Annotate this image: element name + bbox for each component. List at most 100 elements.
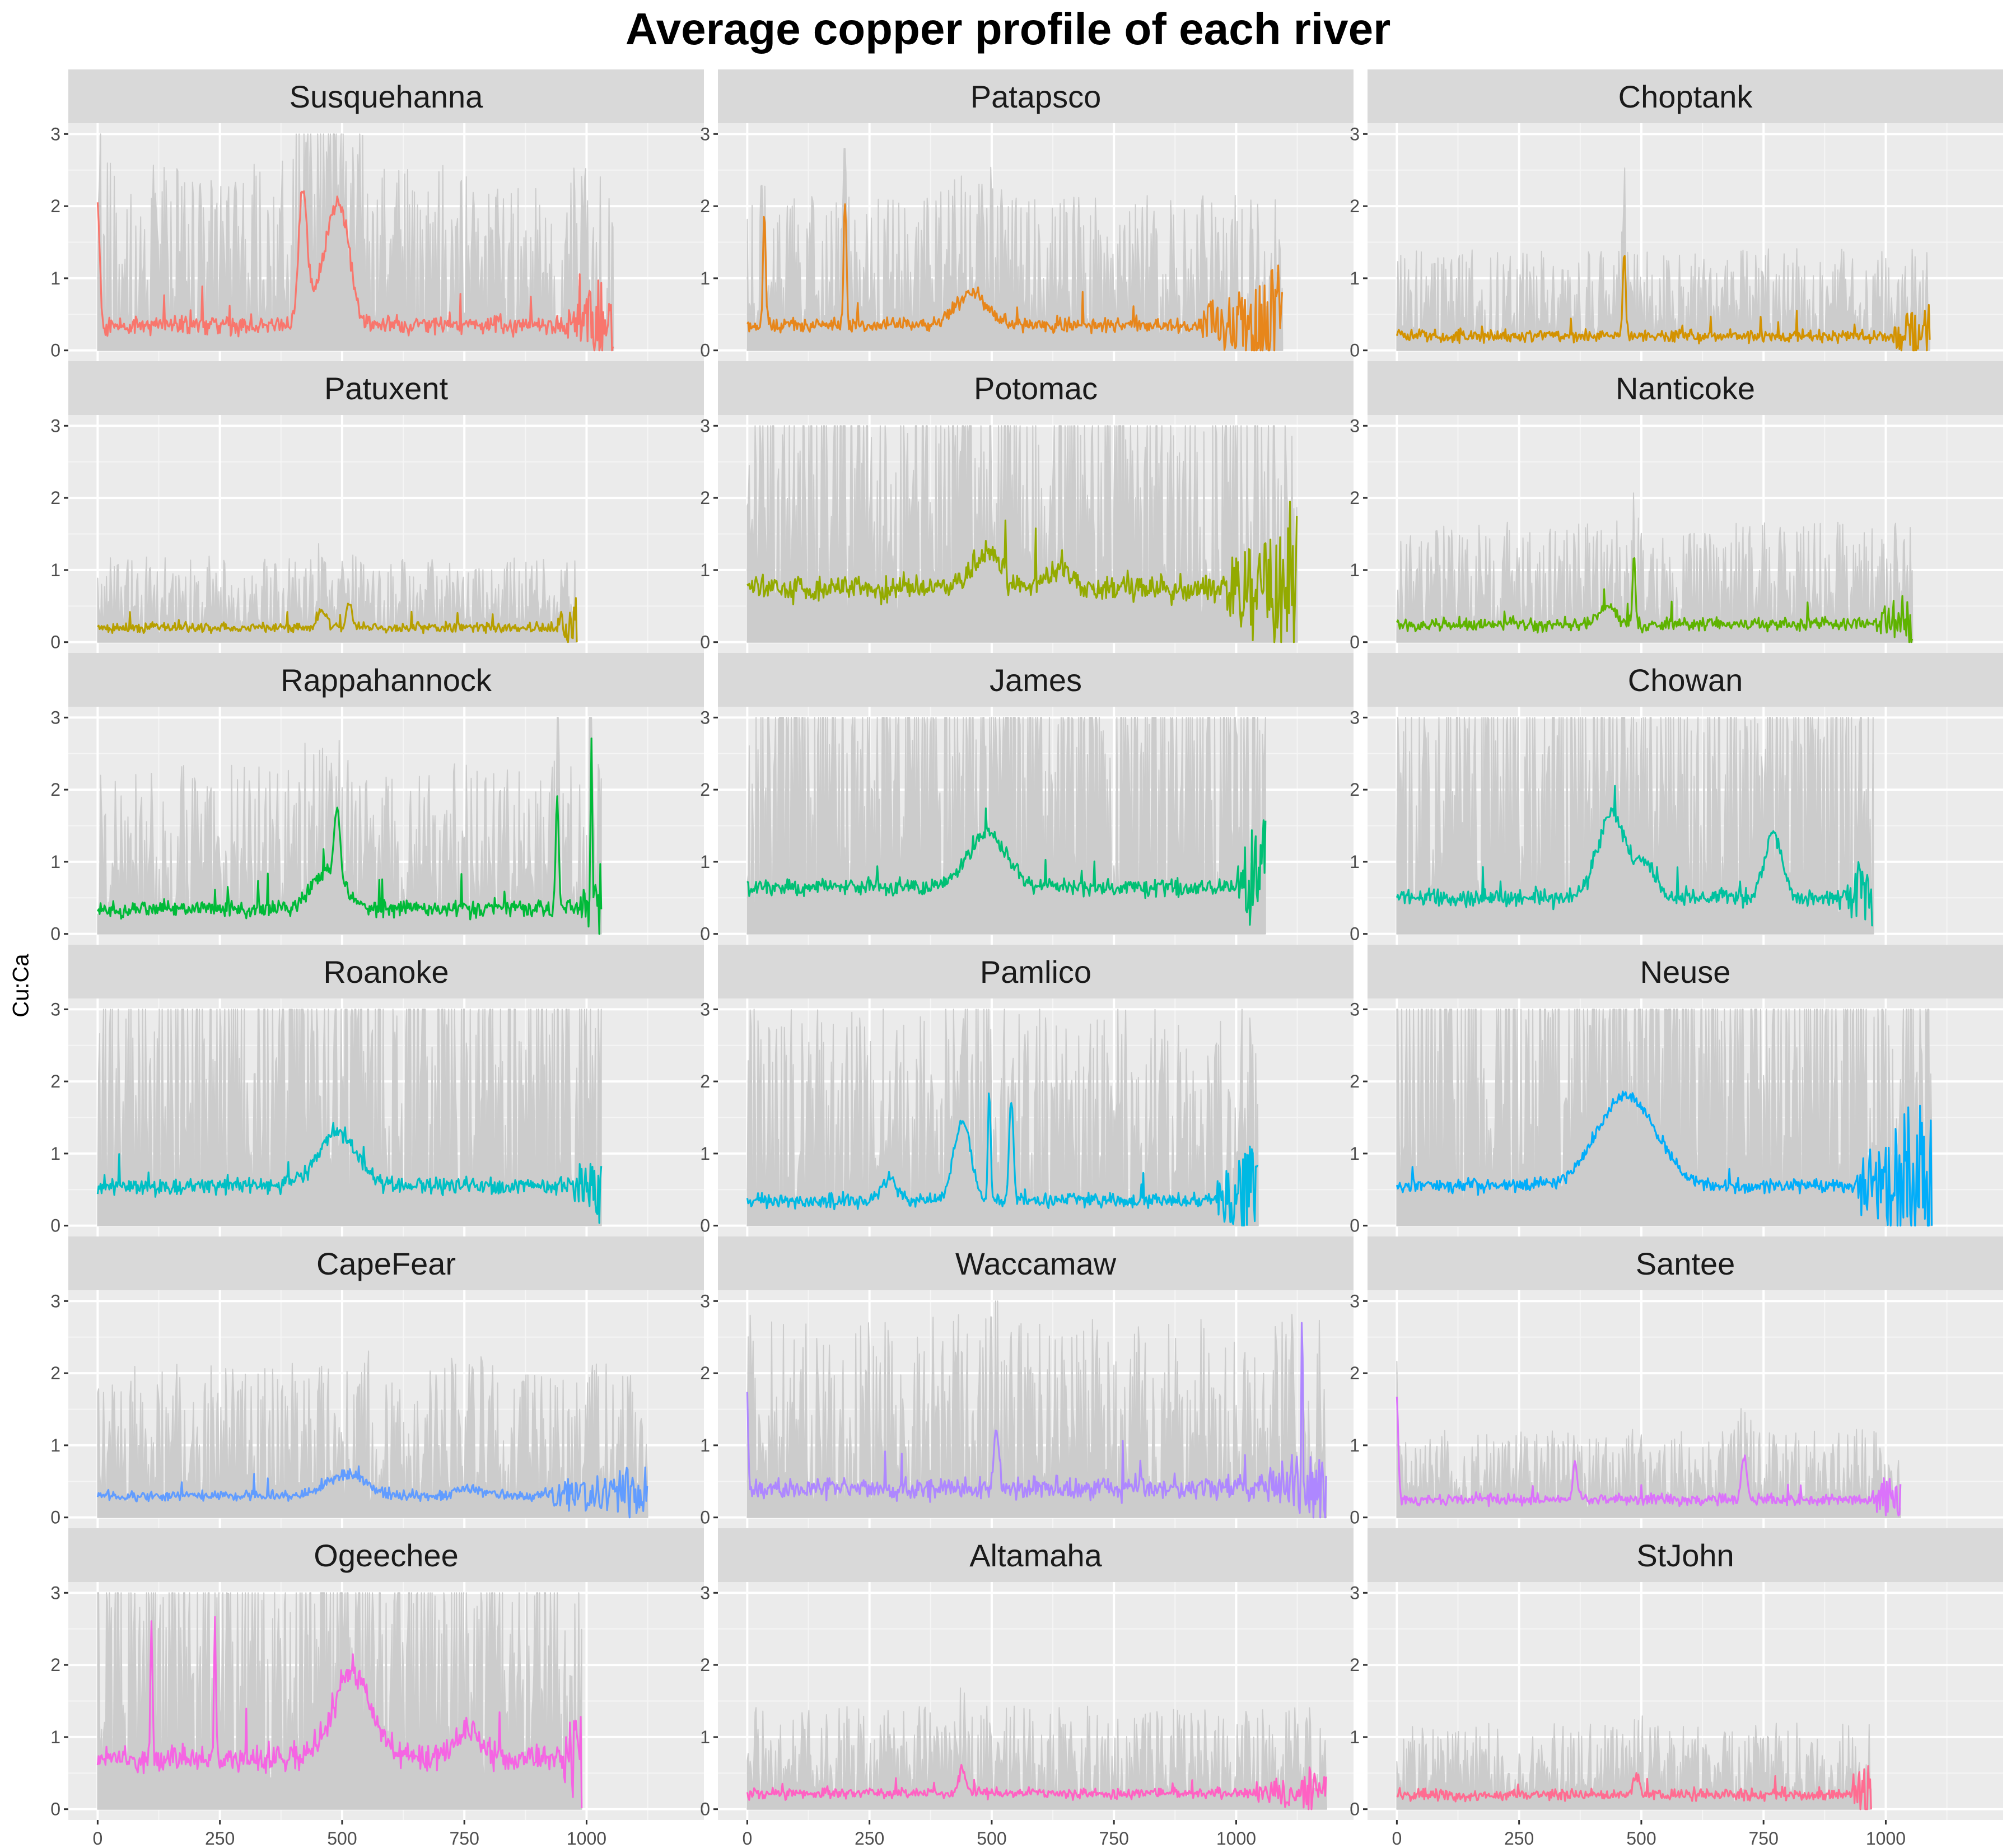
chart-title: Average copper profile of each river <box>625 4 1391 54</box>
x-tick-label: 500 <box>1626 1828 1656 1848</box>
facet-strip <box>68 361 704 415</box>
y-tick-label: 0 <box>50 632 60 652</box>
x-tick-label: 750 <box>1099 1828 1128 1848</box>
facet-panel: Pamlico 0 1 2 3 <box>700 945 1354 1241</box>
y-tick-label: 3 <box>50 707 60 727</box>
background-series-area <box>97 1350 648 1518</box>
facet-strip <box>1368 1528 2003 1582</box>
y-tick-label: 2 <box>700 1655 710 1675</box>
y-tick-label: 0 <box>50 1508 60 1528</box>
y-tick-label: 0 <box>50 924 60 944</box>
facet-strip <box>68 653 704 707</box>
y-tick-label: 1 <box>50 1144 60 1164</box>
background-series-area <box>1396 1715 1872 1810</box>
x-tick-label: 0 <box>1392 1828 1402 1848</box>
background-series-area <box>1396 1360 1901 1518</box>
y-tick-label: 2 <box>1350 196 1360 216</box>
facet-strip <box>1368 69 2003 123</box>
series-line <box>1396 1765 1872 1810</box>
y-tick-label: 3 <box>700 707 710 727</box>
background-series-area <box>97 717 602 935</box>
facet-strip-label: Patuxent <box>324 371 448 406</box>
y-tick-label: 1 <box>50 1727 60 1747</box>
facet-strip-label: Santee <box>1636 1246 1735 1281</box>
y-tick-label: 0 <box>50 1799 60 1819</box>
y-tick-label: 0 <box>50 1216 60 1236</box>
y-tick-label: 0 <box>700 632 710 652</box>
facet-panel: Roanoke 0 1 2 3 <box>50 945 704 1241</box>
facet-strip <box>1368 361 2003 415</box>
facet-panel: James 0 1 2 3 <box>700 653 1354 949</box>
y-tick-label: 3 <box>50 124 60 144</box>
series-line <box>96 1465 648 1519</box>
y-tick-label: 0 <box>1350 1508 1360 1528</box>
series-line <box>746 1092 1259 1227</box>
facet-strip <box>718 945 1354 998</box>
y-tick-label: 3 <box>700 999 710 1019</box>
facet-strip <box>1368 945 2003 998</box>
y-tick-label: 3 <box>50 1583 60 1603</box>
y-tick-label: 3 <box>700 416 710 436</box>
facet-strip-label: Choptank <box>1618 79 1753 114</box>
y-tick-label: 0 <box>700 1216 710 1236</box>
y-tick-label: 2 <box>50 196 60 216</box>
y-tick-label: 3 <box>1350 124 1360 144</box>
y-tick-label: 0 <box>1350 340 1360 361</box>
series-line <box>1396 1090 1933 1227</box>
facet-panel: StJohn 0 1 2 3 0 250 500 750 1000 <box>1350 1528 2003 1848</box>
y-tick-label: 2 <box>50 1655 60 1675</box>
facet-strip <box>718 1236 1354 1290</box>
facet-strip-label: Susquehanna <box>290 79 484 114</box>
y-tick-label: 3 <box>700 1291 710 1311</box>
y-tick-label: 2 <box>1350 1071 1360 1091</box>
y-tick-label: 2 <box>50 780 60 800</box>
facet-strip-label: Waccamaw <box>955 1246 1117 1281</box>
x-tick-label: 1000 <box>1216 1828 1256 1848</box>
y-tick-label: 2 <box>700 780 710 800</box>
y-tick-label: 3 <box>1350 1583 1360 1603</box>
facet-panel: Susquehanna 0 1 2 3 <box>50 69 704 366</box>
y-tick-label: 0 <box>700 340 710 361</box>
facet-strip-label: Rappahannock <box>281 662 492 698</box>
series-line <box>1396 1397 1902 1516</box>
y-tick-label: 1 <box>1350 1727 1360 1747</box>
x-tick-label: 750 <box>449 1828 479 1848</box>
y-tick-label: 1 <box>700 852 710 872</box>
y-tick-label: 2 <box>1350 780 1360 800</box>
series-line <box>96 190 614 352</box>
y-tick-label: 1 <box>1350 852 1360 872</box>
background-series-area <box>1396 1009 1933 1226</box>
y-tick-label: 0 <box>1350 924 1360 944</box>
y-tick-label: 1 <box>50 852 60 872</box>
series-line <box>96 738 603 935</box>
y-tick-label: 1 <box>1350 1144 1360 1164</box>
y-tick-label: 0 <box>700 1508 710 1528</box>
facet-panel: Waccamaw 0 1 2 3 <box>700 1236 1354 1533</box>
background-series-area <box>97 133 614 351</box>
facet-strip-label: Roanoke <box>323 954 449 990</box>
series-line <box>1396 785 1873 927</box>
y-tick-label: 1 <box>700 1144 710 1164</box>
facet-strip-label: Nanticoke <box>1616 371 1755 406</box>
y-tick-label: 2 <box>1350 488 1360 508</box>
y-tick-label: 1 <box>50 268 60 288</box>
facet-strip <box>68 1236 704 1290</box>
facet-panel: Chowan 0 1 2 3 <box>1350 653 2003 949</box>
y-tick-label: 3 <box>1350 999 1360 1019</box>
facet-strip-label: StJohn <box>1636 1538 1734 1573</box>
y-tick-label: 2 <box>1350 1363 1360 1383</box>
facet-panel: Altamaha 0 1 2 3 0 250 500 750 1000 <box>700 1528 1354 1848</box>
y-tick-label: 1 <box>700 268 710 288</box>
x-tick-label: 500 <box>327 1828 357 1848</box>
y-tick-label: 1 <box>1350 560 1360 580</box>
facet-strip <box>718 361 1354 415</box>
facet-strip <box>718 69 1354 123</box>
series-line <box>97 597 578 643</box>
facet-strip-label: James <box>990 662 1082 698</box>
facet-strip-label: Altamaha <box>969 1538 1102 1573</box>
facet-panel: Potomac 0 1 2 3 <box>700 361 1354 657</box>
y-tick-label: 0 <box>50 340 60 361</box>
x-tick-label: 750 <box>1748 1828 1778 1848</box>
y-tick-label: 3 <box>1350 707 1360 727</box>
